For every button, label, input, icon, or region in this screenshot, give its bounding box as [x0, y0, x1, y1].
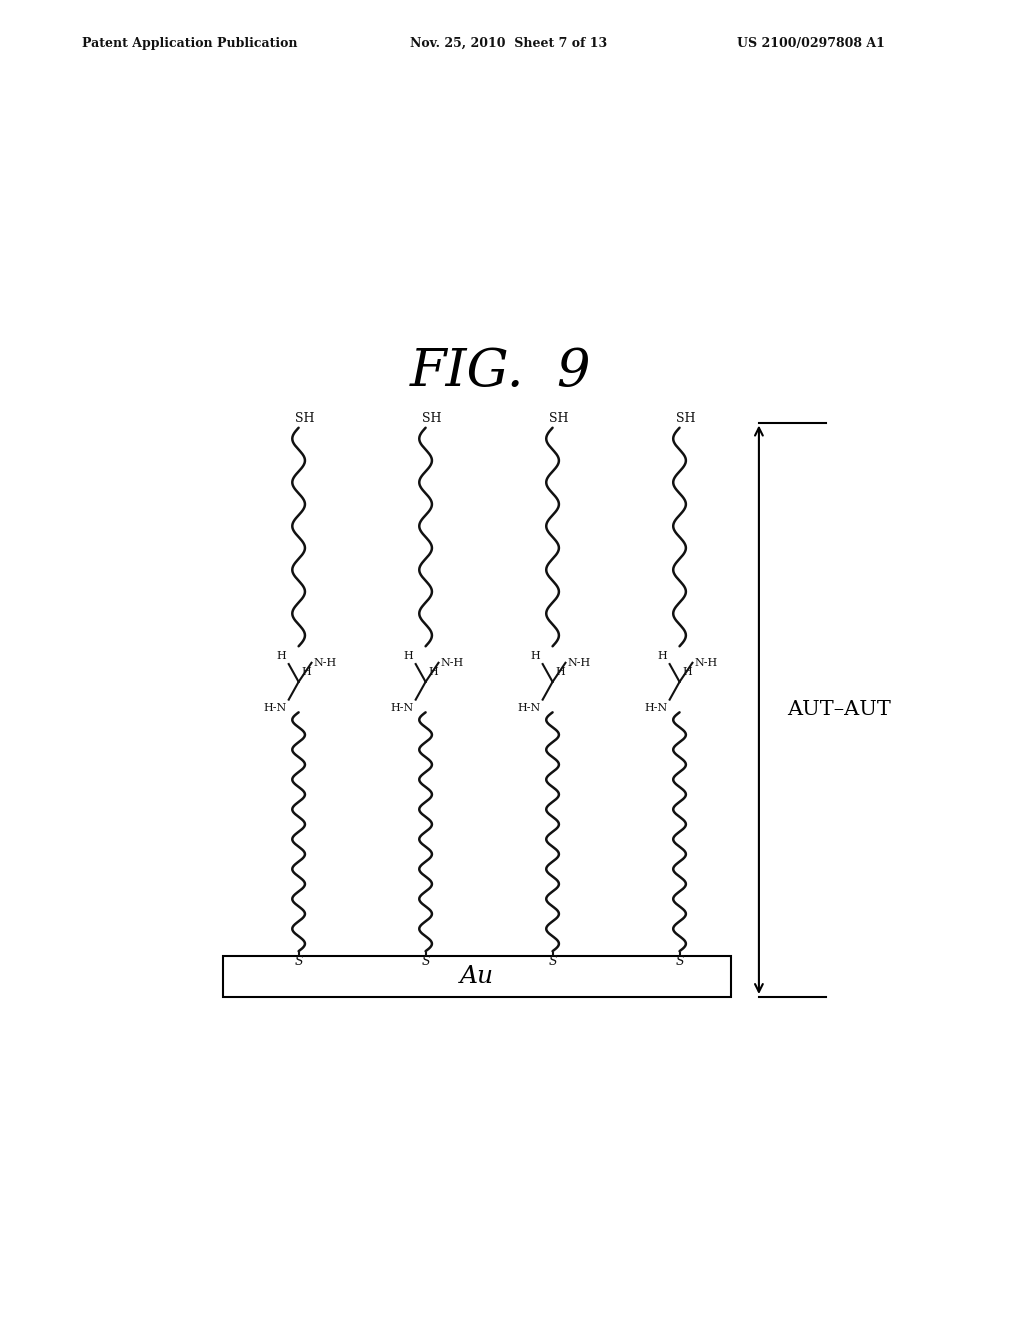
- Text: SH: SH: [676, 412, 695, 425]
- Text: N-H: N-H: [440, 657, 463, 668]
- Text: N-H: N-H: [567, 657, 590, 668]
- Text: H: H: [301, 667, 310, 677]
- Text: FIG.  9: FIG. 9: [411, 346, 592, 397]
- Text: S: S: [675, 956, 684, 969]
- Bar: [223, 956, 731, 997]
- Text: H: H: [276, 651, 287, 661]
- Text: H-N: H-N: [644, 702, 668, 713]
- Text: H-N: H-N: [263, 702, 287, 713]
- Text: S: S: [294, 956, 303, 969]
- Text: Patent Application Publication: Patent Application Publication: [82, 37, 297, 50]
- Text: H-N: H-N: [390, 702, 414, 713]
- Text: Nov. 25, 2010  Sheet 7 of 13: Nov. 25, 2010 Sheet 7 of 13: [410, 37, 607, 50]
- Text: H: H: [682, 667, 691, 677]
- Text: H: H: [428, 667, 437, 677]
- Text: SH: SH: [422, 412, 441, 425]
- Text: S: S: [421, 956, 430, 969]
- Text: H-N: H-N: [517, 702, 541, 713]
- Text: SH: SH: [295, 412, 314, 425]
- Text: Au: Au: [460, 965, 495, 989]
- Text: H: H: [530, 651, 541, 661]
- Text: H: H: [657, 651, 668, 661]
- Text: N-H: N-H: [313, 657, 336, 668]
- Text: H: H: [403, 651, 414, 661]
- Text: H: H: [555, 667, 564, 677]
- Text: US 2100/0297808 A1: US 2100/0297808 A1: [737, 37, 885, 50]
- Text: SH: SH: [549, 412, 568, 425]
- Text: AUT–AUT: AUT–AUT: [786, 701, 891, 719]
- Text: N-H: N-H: [694, 657, 717, 668]
- Text: S: S: [548, 956, 557, 969]
